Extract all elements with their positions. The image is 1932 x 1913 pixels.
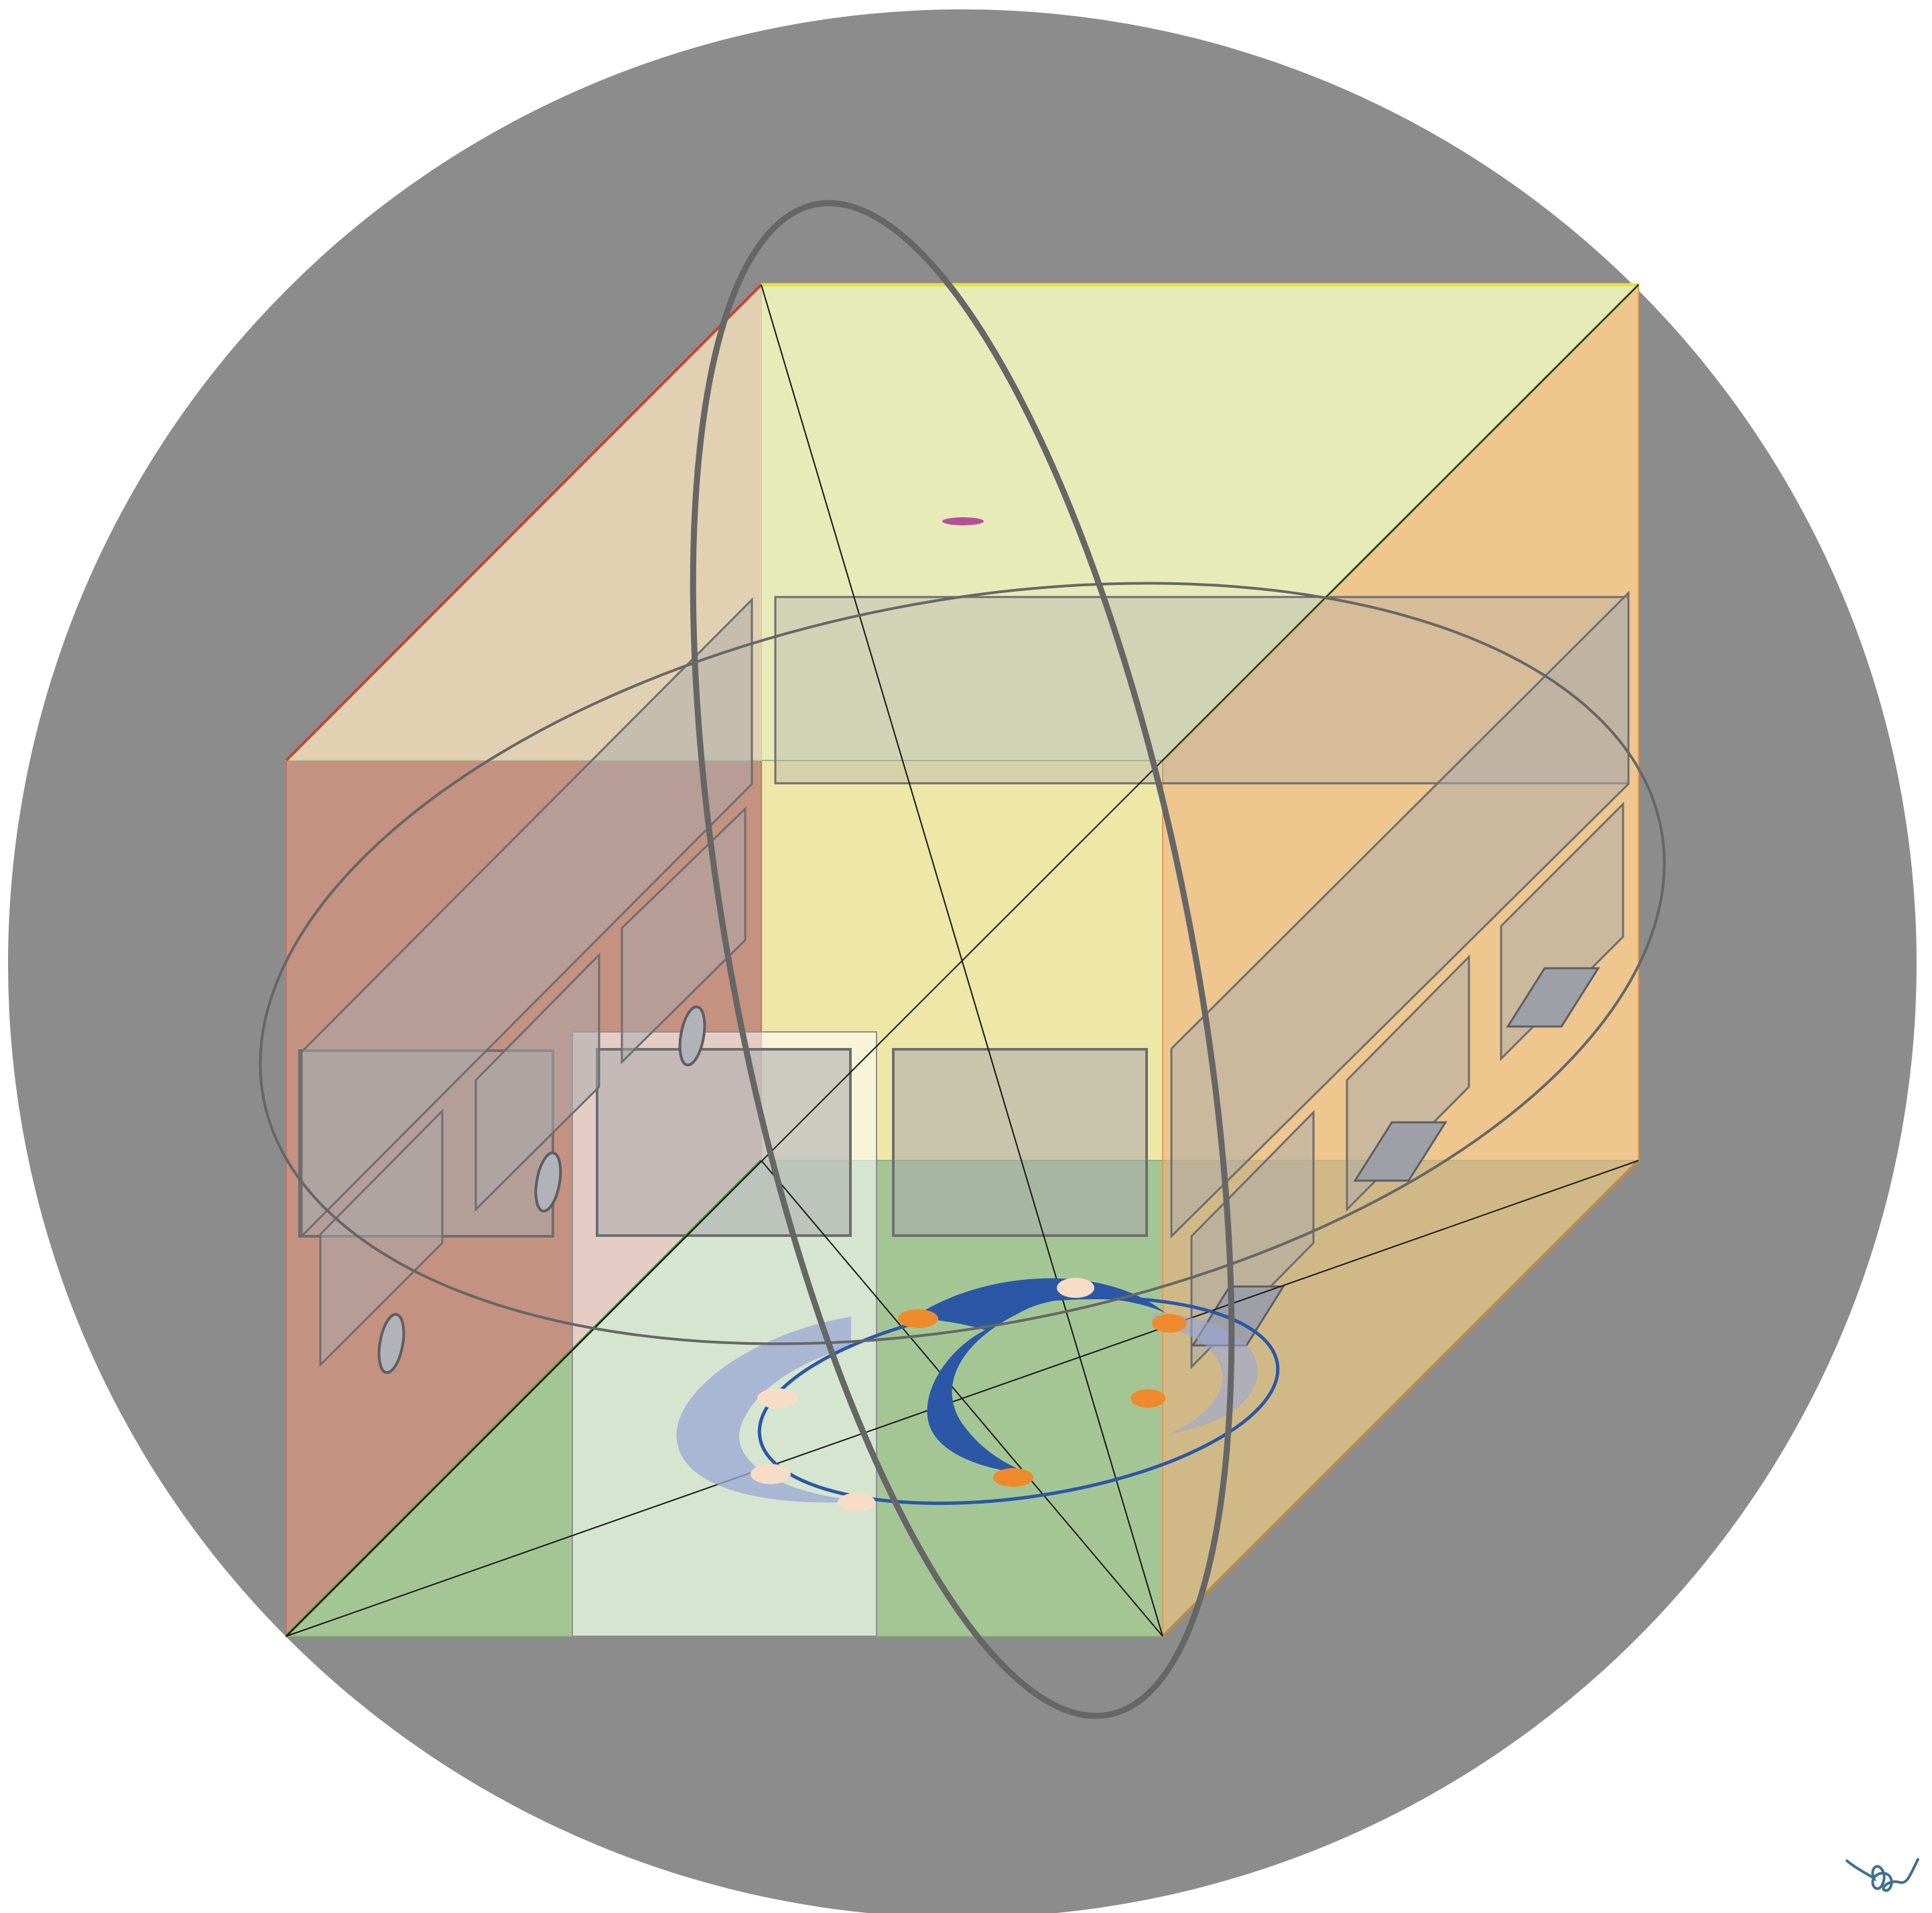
right-wall-long-panel [1170,590,1630,1239]
signature-icon [1846,1858,1919,1892]
orbit-node-3-icon [1152,1314,1187,1333]
space-diagonals [285,284,1639,1637]
orbit-node-1-icon [898,1309,938,1328]
diagonal-2 [761,284,1163,1637]
orbit-light-ring [676,1317,864,1503]
edge-left-top [285,283,763,762]
great-circle-vertical [690,200,1235,1719]
left-wall-panel-b [474,952,600,1212]
inner-panel-front-right [892,1048,1148,1237]
orbit-node-5-icon [1057,1278,1094,1298]
left-wall-long-panel [300,597,753,1239]
knob-1-icon [377,1313,405,1374]
diagonal-4 [761,1160,1163,1637]
orbit-node-4-icon [1131,1389,1165,1408]
slab-2-icon [1353,1121,1447,1182]
orbit-node-7-icon [751,1464,791,1484]
left-wall-panel-a [319,1108,444,1368]
orbit-node-8-icon [838,1493,875,1512]
knob-2-icon [534,1151,562,1213]
slab-3-icon [1506,967,1600,1028]
top-marker-icon [942,517,984,525]
knob-3-icon [678,1005,706,1067]
orbit-node-6-icon [757,1388,797,1408]
edge-front-right [1161,1159,1640,1638]
signature-stroke [1846,1858,1919,1892]
great-circle-horizontal [259,582,1666,1345]
orbit-node-2-icon [993,1468,1033,1487]
orbit-thin-ring [757,1295,1280,1506]
inner-panel-front-center [596,1048,852,1237]
